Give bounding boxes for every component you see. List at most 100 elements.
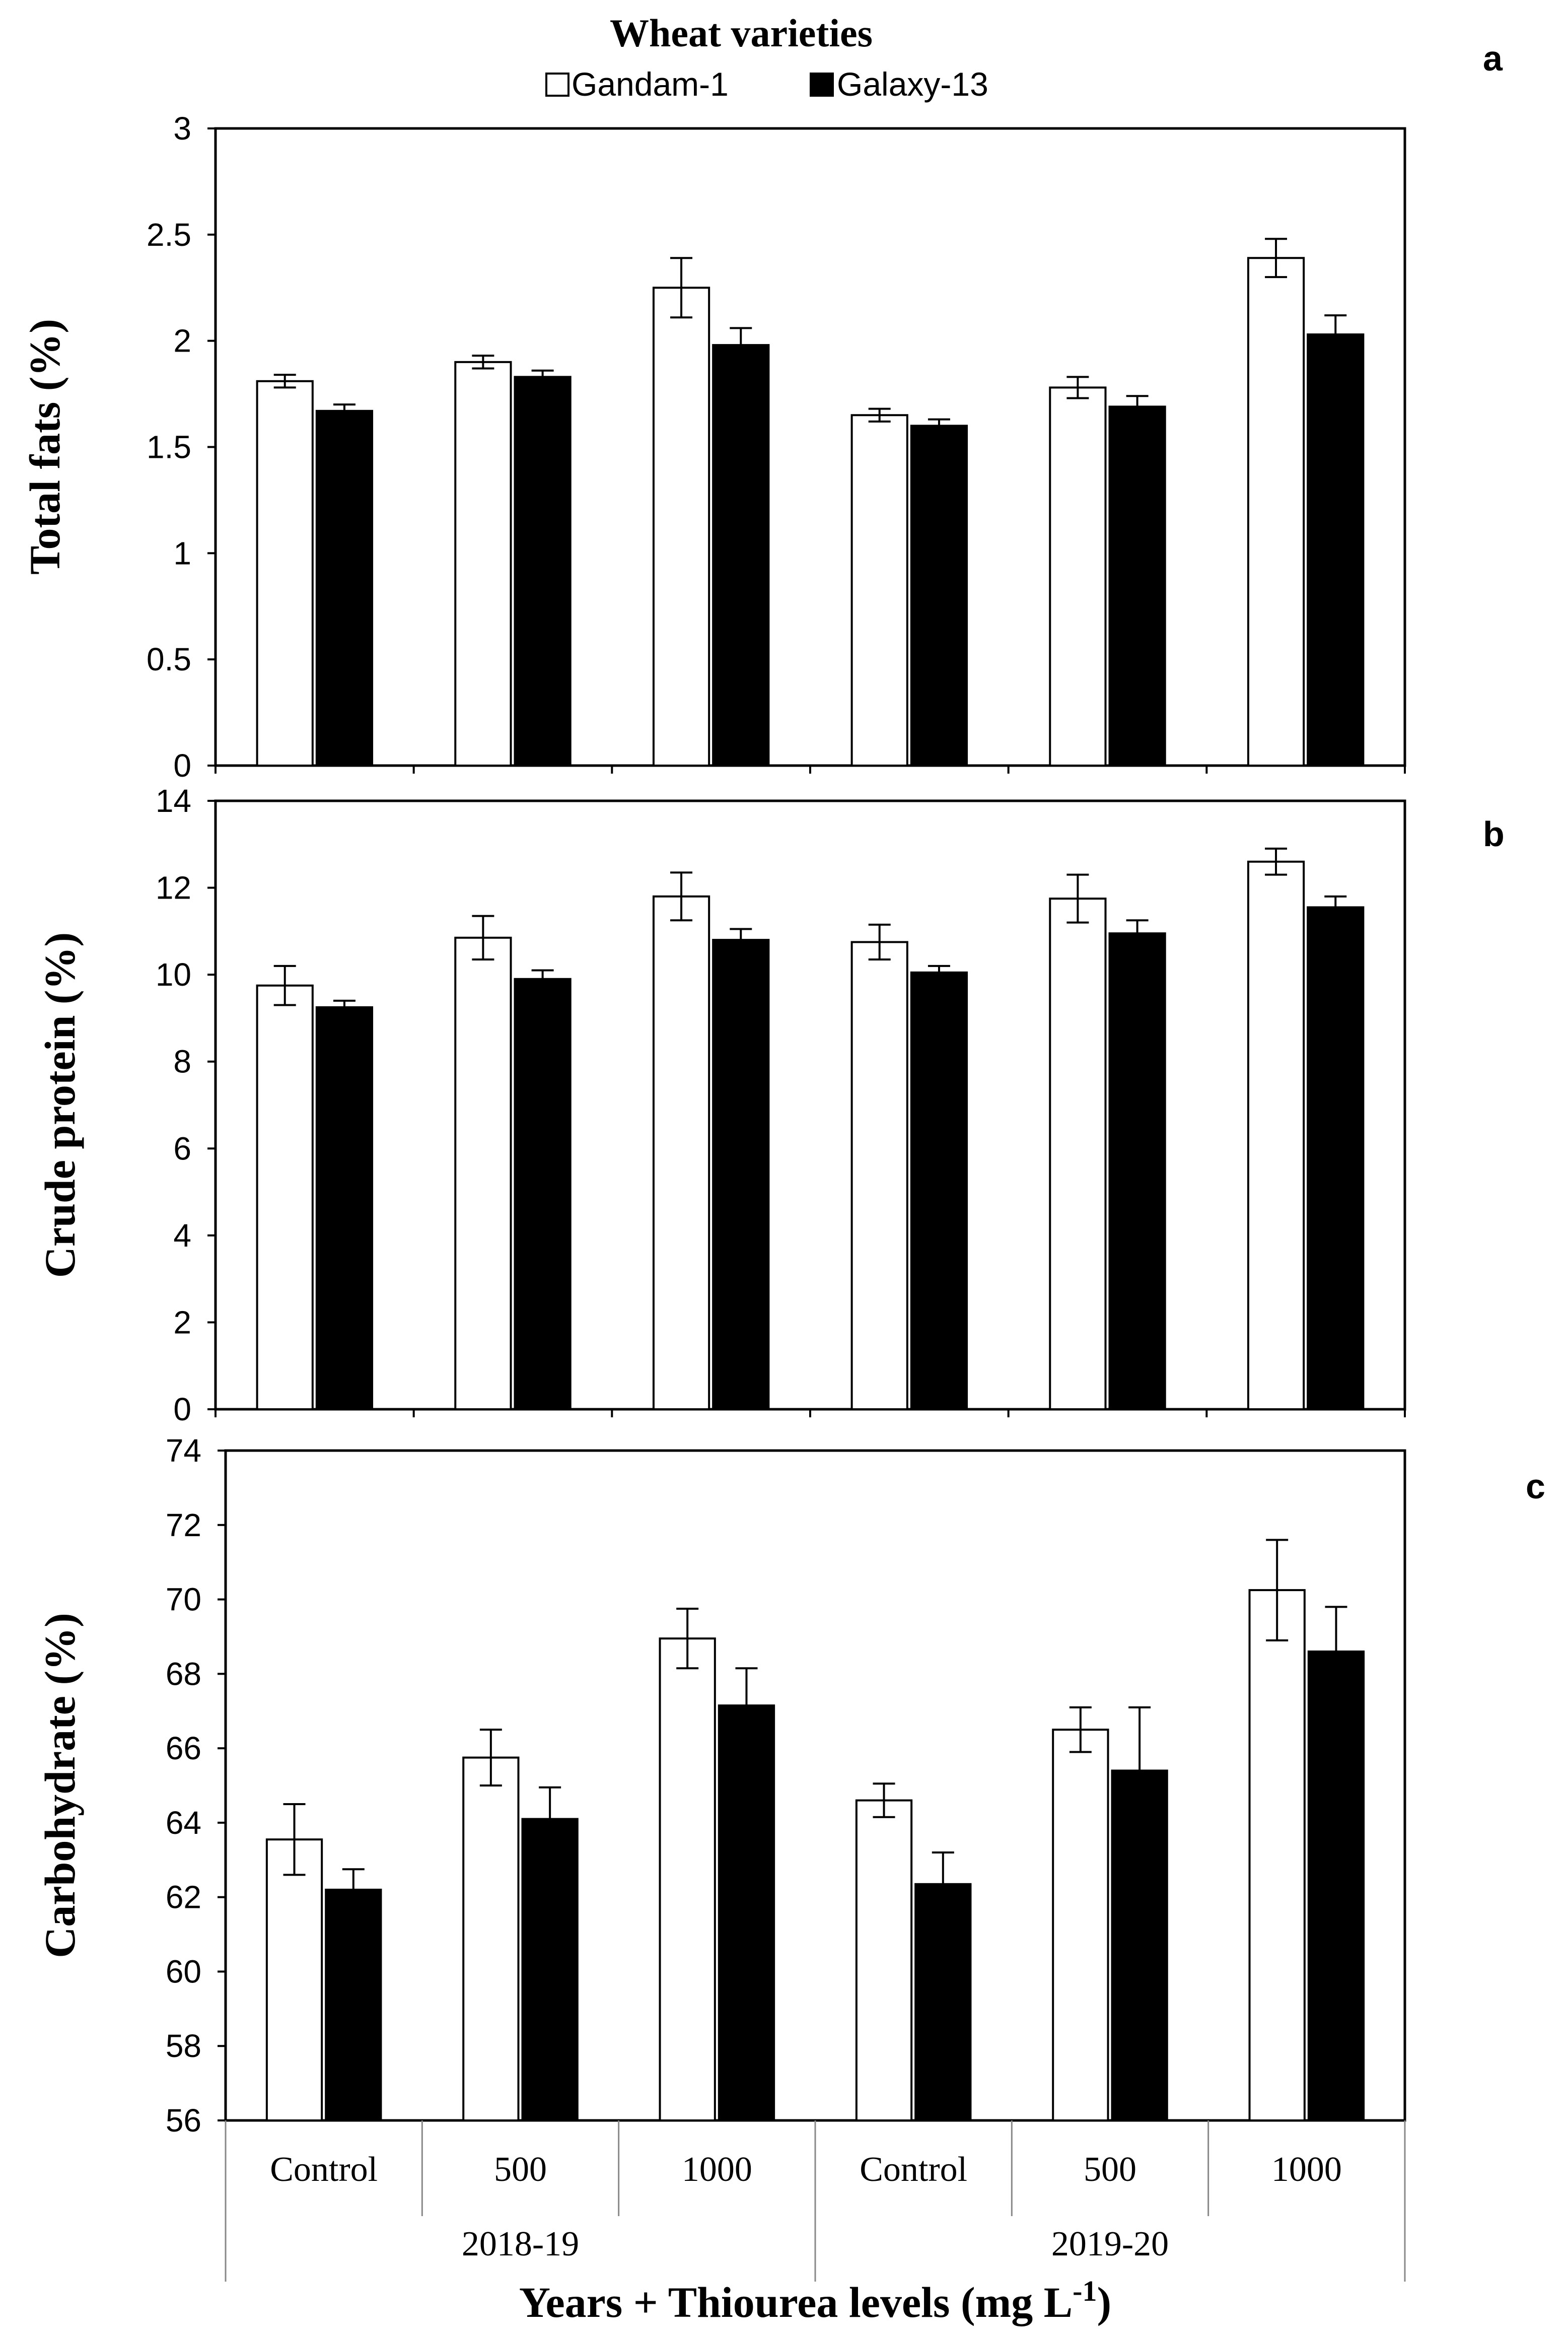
bar-galaxy-13 <box>1307 1651 1365 2121</box>
error-bar <box>868 407 891 423</box>
bar-gandam-1 <box>850 941 908 1410</box>
bar-galaxy-13 <box>1307 333 1365 767</box>
bar-galaxy-13 <box>910 425 968 767</box>
error-bar <box>928 965 950 980</box>
legend-label-galaxy: Galaxy-13 <box>837 65 988 103</box>
bar-gandam-1 <box>454 361 512 767</box>
error-bar <box>342 1868 365 1911</box>
error-bar <box>730 327 752 363</box>
y-tick-label: 8 <box>173 1044 191 1080</box>
bar-gandam-1 <box>1049 386 1107 767</box>
y-tick-label: 14 <box>156 783 191 819</box>
bar-galaxy-13 <box>718 1704 775 2121</box>
y-axis-label: Total fats (%) <box>21 319 69 575</box>
y-tick-label: 68 <box>166 1656 201 1692</box>
y-tick-label: 0 <box>173 747 191 784</box>
error-bar <box>735 1667 758 1744</box>
error-bar <box>1069 1706 1092 1753</box>
y-tick-label: 12 <box>156 870 191 906</box>
x-category-label: Control <box>860 2150 967 2189</box>
bar-gandam-1 <box>256 984 314 1410</box>
y-tick-label: 62 <box>166 1879 201 1915</box>
plot-frame <box>214 799 1406 1411</box>
error-bar <box>1266 1539 1289 1641</box>
y-tick-label: 64 <box>166 1805 201 1841</box>
error-bar <box>1126 395 1149 419</box>
y-axis-label: Crude protein (%) <box>36 932 84 1278</box>
bar-gandam-1 <box>1248 1589 1306 2121</box>
y-tick-label: 74 <box>166 1432 201 1469</box>
error-bar <box>1126 919 1149 948</box>
bar-galaxy-13 <box>315 409 374 767</box>
x-axis-table: Control 500 1000 Control 500 1000 2018-19 2019-… <box>225 2120 1406 2282</box>
error-bar <box>1324 895 1347 919</box>
bar-gandam-1 <box>462 1756 520 2121</box>
y-tick-label: 70 <box>166 1582 201 1618</box>
bar-gandam-1 <box>1052 1729 1109 2122</box>
error-bar <box>1324 314 1347 355</box>
y-tick-label: 1 <box>173 535 191 571</box>
x-axis-title: Years + Thiourea levels (mg L-1) <box>519 2275 1111 2326</box>
y-tick-label: 56 <box>166 2102 201 2139</box>
error-bar <box>670 871 693 922</box>
bar-gandam-1 <box>454 936 512 1411</box>
panel-total-fats: 0 0.5 1 1.5 2 2.5 3 Total fats (%) a <box>21 39 1503 784</box>
bar-galaxy-13 <box>521 1818 579 2121</box>
error-bar <box>472 355 494 370</box>
bar-galaxy-13 <box>712 344 770 767</box>
error-bar <box>730 928 752 952</box>
legend-title: Wheat varieties <box>610 11 873 55</box>
bar-gandam-1 <box>1049 898 1107 1410</box>
legend-swatch-galaxy <box>810 73 834 97</box>
error-bar <box>472 915 494 960</box>
legend-swatch-gandam <box>545 73 569 97</box>
error-bar <box>932 1851 954 1917</box>
bar-galaxy-13 <box>712 939 770 1410</box>
bar-galaxy-13 <box>1108 932 1166 1410</box>
error-bar <box>928 418 950 433</box>
panel-crude-protein: 0 2 4 6 8 10 12 14 Crude protein (%) b <box>36 783 1505 1427</box>
error-bar <box>479 1729 502 1787</box>
error-bar <box>1325 1606 1347 1697</box>
panel-label: b <box>1483 814 1505 854</box>
y-tick-label: 1.5 <box>147 429 191 465</box>
x-category-label: 500 <box>1084 2150 1136 2189</box>
error-bar <box>273 965 296 1006</box>
x-category-label: 500 <box>494 2150 547 2189</box>
error-bar <box>333 403 355 419</box>
y-tick-label: 4 <box>173 1217 191 1254</box>
y-tick-label: 3 <box>173 110 191 147</box>
bar-galaxy-13 <box>514 376 572 767</box>
bar-galaxy-13 <box>910 971 968 1411</box>
bar-galaxy-13 <box>315 1006 374 1411</box>
error-bar <box>676 1608 699 1670</box>
y-tick-label: 0 <box>173 1391 191 1427</box>
error-bar <box>873 1782 895 1818</box>
bar-gandam-1 <box>1247 257 1305 767</box>
error-bar <box>1265 847 1288 876</box>
x-category-label: Control <box>270 2150 378 2189</box>
error-bar <box>531 969 554 989</box>
bar-gandam-1 <box>265 1838 323 2121</box>
plot-frame <box>214 127 1406 767</box>
y-tick-label: 2 <box>173 323 191 359</box>
x-category-label: 1000 <box>1271 2150 1342 2189</box>
y-tick-label: 6 <box>173 1130 191 1166</box>
error-bar <box>1066 376 1089 399</box>
bar-galaxy-13 <box>325 1888 382 2122</box>
bar-galaxy-13 <box>514 978 572 1411</box>
y-tick-label: 58 <box>166 2028 201 2064</box>
error-bar <box>868 923 891 960</box>
bar-gandam-1 <box>652 287 710 767</box>
error-bar <box>283 1803 306 1876</box>
plot-frame <box>224 1449 1406 2122</box>
x-category-label: 1000 <box>682 2150 752 2189</box>
bar-gandam-1 <box>1247 860 1305 1410</box>
bar-gandam-1 <box>659 1637 716 2121</box>
x-group-label: 2018-19 <box>462 2225 579 2263</box>
y-tick-label: 10 <box>156 956 191 993</box>
y-tick-label: 72 <box>166 1507 201 1543</box>
error-bar <box>333 999 355 1015</box>
error-bar <box>1128 1706 1151 1835</box>
